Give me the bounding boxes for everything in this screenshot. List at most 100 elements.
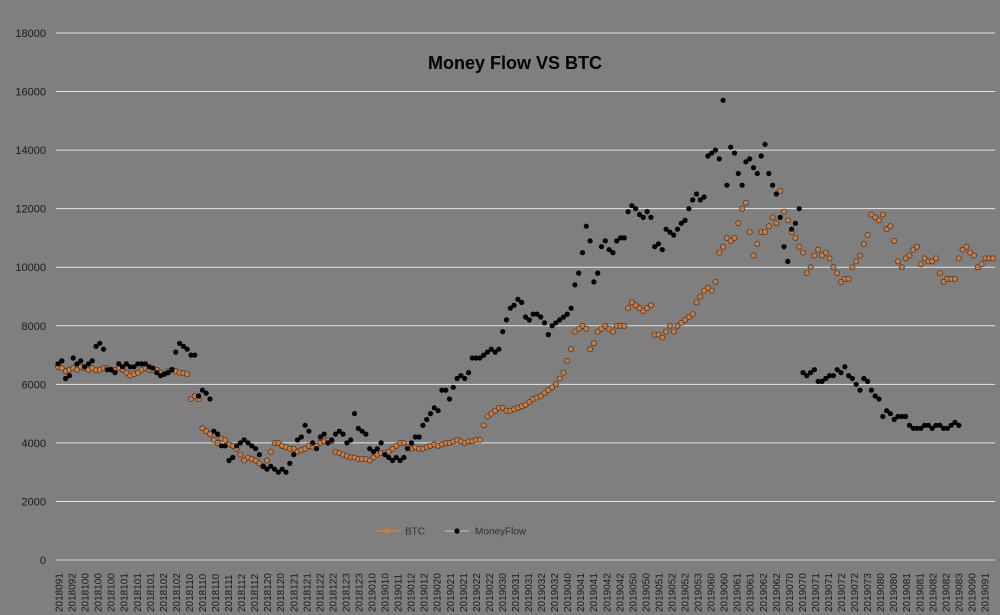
x-tick-label: 2019070 [798,573,809,612]
data-point-btc [264,457,270,464]
data-point-btc [476,437,483,443]
data-point-moneyflow [872,393,878,399]
data-point-moneyflow [302,422,308,428]
data-point-btc [872,214,879,221]
data-point-btc [275,439,282,446]
data-point-btc [560,369,567,376]
y-tick-label: 12000 [15,204,46,216]
data-point-btc [697,293,704,300]
data-point-btc [659,334,666,341]
data-point-moneyflow [606,247,612,253]
data-point-btc [241,457,248,464]
data-point-btc [921,255,928,262]
data-point-moneyflow [237,440,243,446]
data-point-moneyflow [914,425,920,431]
data-point-moneyflow [473,355,479,361]
data-point-moneyflow [123,361,129,367]
data-point-moneyflow [792,220,799,226]
legend-item-moneyflow: MoneyFlow [445,527,527,538]
data-point-moneyflow [374,446,380,452]
data-point-moneyflow [693,191,700,197]
data-point-btc [853,258,860,265]
data-point-btc [644,305,650,312]
data-point-moneyflow [180,343,186,349]
x-tick-label: 2018101 [120,573,131,612]
data-point-moneyflow [674,226,681,232]
data-point-btc [583,325,590,332]
data-point-moneyflow [781,244,787,250]
data-point-moneyflow [553,320,559,326]
data-point-moneyflow [443,387,449,393]
data-point-moneyflow [260,463,266,469]
data-point-moneyflow [758,153,764,159]
data-point-btc [267,448,274,455]
data-point-moneyflow [275,469,281,475]
data-point-btc [735,220,742,227]
data-point-btc [256,460,263,467]
data-point-btc [777,188,784,194]
data-point-btc [906,252,913,259]
data-point-moneyflow [652,244,658,250]
data-point-moneyflow [401,454,407,461]
x-tick-label: 2019050 [628,573,639,612]
x-tick-label: 2019031 [511,573,522,612]
data-point-moneyflow [598,244,605,250]
x-tick-label: 2018120 [263,573,274,612]
data-point-moneyflow [363,431,369,437]
legend-swatch-marker [454,528,460,534]
data-point-btc [838,278,844,285]
x-tick-label: 2018110 [198,573,209,612]
data-point-moneyflow [104,367,110,373]
data-point-btc [811,252,818,259]
x-tick-label: 2019032 [550,573,561,612]
x-tick-label: 2019072 [850,573,861,612]
data-point-btc [556,375,563,382]
data-point-moneyflow [511,302,517,308]
data-point-btc [134,369,141,376]
x-tick-label: 2019042 [602,573,613,612]
data-point-btc [594,328,601,335]
data-point-btc [822,249,829,256]
data-point-moneyflow [408,440,415,446]
data-point-moneyflow [215,431,221,437]
data-point-moneyflow [196,393,202,399]
data-point-moneyflow [93,343,99,349]
x-tick-label: 2019071 [811,573,822,612]
legend-label: MoneyFlow [475,527,527,538]
x-tick-label: 2018121 [302,573,313,612]
legend-swatch-marker [384,528,390,534]
data-point-moneyflow [534,311,540,317]
data-point-moneyflow [458,373,464,379]
data-point-moneyflow [648,214,654,220]
data-point-moneyflow [655,241,662,247]
data-point-btc [499,404,506,411]
data-point-moneyflow [66,373,72,379]
data-point-moneyflow [310,440,316,446]
data-point-moneyflow [351,411,358,417]
data-point-btc [693,299,700,306]
data-point-btc [974,264,981,271]
data-point-moneyflow [659,247,665,253]
data-point-moneyflow [165,370,171,376]
data-point-moneyflow [446,396,453,402]
data-point-moneyflow [70,355,76,361]
legend: BTC MoneyFlow [375,527,527,538]
data-point-btc [579,322,586,329]
data-point-btc [864,232,871,238]
data-point-moneyflow [941,425,947,431]
data-point-moneyflow [496,346,502,352]
data-point-moneyflow [249,443,255,449]
x-tick-label: 2019080 [876,573,887,612]
data-point-moneyflow [382,452,388,458]
data-point-moneyflow [617,235,624,241]
data-point-btc [58,365,65,372]
data-point-btc [959,246,966,253]
data-point-moneyflow [139,361,145,367]
data-point-btc [492,407,498,414]
data-point-moneyflow [355,425,361,431]
data-point-moneyflow [861,375,867,382]
x-tick-label: 2019031 [524,573,535,612]
data-point-moneyflow [678,220,684,226]
